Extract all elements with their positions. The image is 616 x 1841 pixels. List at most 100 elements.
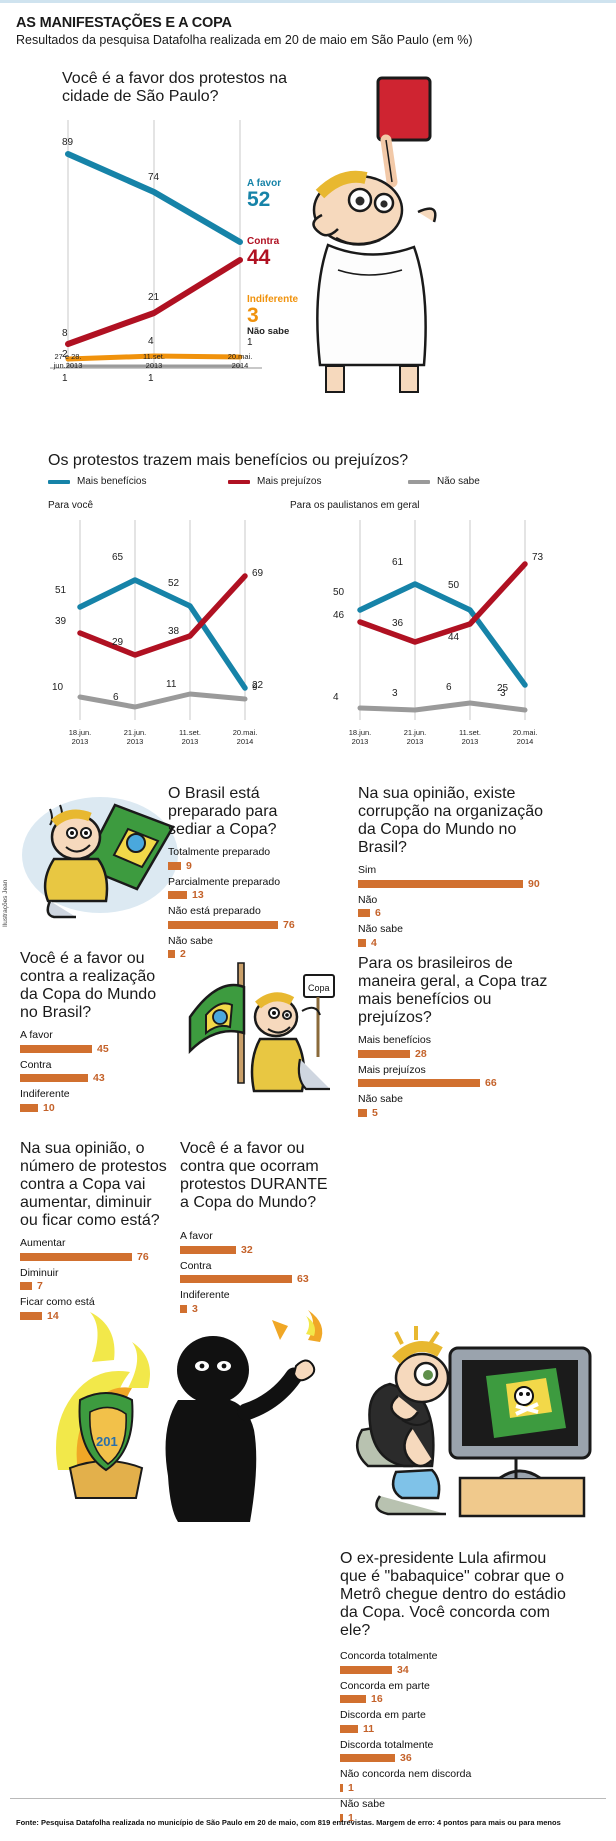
bar-item: Não sabe 1 xyxy=(340,1797,385,1824)
legend-item-prejuizos: Mais prejuízos xyxy=(228,476,321,487)
illustration-man-watching-tv xyxy=(355,1326,592,1518)
x-tick-l-1: 18.jun. 2013 xyxy=(68,728,92,747)
bar-item: Discorda totalmente 36 xyxy=(340,1738,434,1765)
bar-item: Contra 43 xyxy=(20,1058,105,1085)
bar-item: Ficar como está 14 xyxy=(20,1296,95,1322)
value-naosabe-1: 1 xyxy=(62,373,68,384)
panel-caption-right: Para os paulistanos em geral xyxy=(290,500,420,511)
x-tick-l-4: 20.mai. 2014 xyxy=(232,728,258,747)
illustration-masked-protester-trophy: 201 xyxy=(56,1310,323,1522)
page-subtitle: Resultados da pesquisa Datafolha realiza… xyxy=(16,33,473,47)
bar-title: O Brasil está preparado para sediar a Co… xyxy=(168,785,278,838)
bar-item: Não concorda nem discorda 1 xyxy=(340,1768,472,1794)
l-n-2: 6 xyxy=(113,692,119,703)
svg-text:201: 201 xyxy=(96,1434,118,1449)
line-plot-paulistanos xyxy=(357,520,528,720)
l-p-1: 39 xyxy=(55,616,67,627)
chart-title: Você é a favor dos protestos na cidade d… xyxy=(62,70,288,105)
bar-title: Na sua opinião, existe corrupção na orga… xyxy=(358,785,544,856)
end-label-naosabe: Não sabe 1 xyxy=(247,326,289,348)
l-b-3: 52 xyxy=(168,578,180,589)
bar-block-brasil-preparado: O Brasil está preparado para sediar a Co… xyxy=(168,785,320,964)
bar-item: Indiferente 3 xyxy=(180,1289,230,1315)
r-n-2: 3 xyxy=(392,688,398,699)
illustration-credit: Ilustrações Jean xyxy=(2,879,9,927)
bar-title: Você é a favor ou contra que ocorram pro… xyxy=(180,1140,328,1211)
value-contra-2: 21 xyxy=(148,292,160,303)
x-tick-l-3: 11.set. 2013 xyxy=(179,728,201,747)
illustration-angry-man-flag xyxy=(22,797,178,919)
series-value-indiferente: 3 xyxy=(247,304,259,327)
bar-item: Indiferente 10 xyxy=(20,1088,70,1114)
series-name-contra: Contra xyxy=(247,236,280,247)
top-rule xyxy=(0,0,616,3)
bar-item: Mais prejuízos 66 xyxy=(358,1063,497,1090)
value-naosabe-2: 1 xyxy=(148,373,154,384)
series-name-afavor: A favor xyxy=(247,178,282,189)
r-n-1: 4 xyxy=(333,692,339,703)
bar-item: Não 6 xyxy=(358,893,381,920)
r-p-3: 44 xyxy=(448,632,460,643)
line-plot-para-voce xyxy=(77,520,248,720)
series-value-contra: 44 xyxy=(247,246,271,269)
source-note: Fonte: Pesquisa Datafolha realizada no m… xyxy=(16,1818,561,1828)
bar-item: Diminuir 7 xyxy=(20,1266,59,1293)
section2-title: Os protestos trazem mais benefícios ou p… xyxy=(48,452,409,469)
bar-item: Aumentar 76 xyxy=(20,1237,149,1263)
l-p-3: 38 xyxy=(168,626,180,637)
illustration-red-card-man xyxy=(312,76,437,393)
value-indiferente-2: 4 xyxy=(148,336,154,347)
x-tick-r-4: 20.mai. 2014 xyxy=(512,728,538,747)
r-b-4: 25 xyxy=(497,683,509,694)
bar-item: Concorda em parte 16 xyxy=(340,1679,430,1706)
value-afavor-1: 89 xyxy=(62,137,74,148)
bottom-rule xyxy=(10,1798,606,1799)
r-p-2: 36 xyxy=(392,618,404,629)
r-b-3: 50 xyxy=(448,580,460,591)
l-b-2: 65 xyxy=(112,552,124,563)
x-tick-r-3: 11.set. 2013 xyxy=(459,728,481,747)
bar-item: Concorda totalmente 34 xyxy=(340,1650,438,1676)
r-p-4: 73 xyxy=(532,552,544,563)
r-b-1: 50 xyxy=(333,587,345,598)
chart-protestos-sp: Você é a favor dos protestos na cidade d… xyxy=(0,60,616,420)
bar-item: A favor 45 xyxy=(20,1029,109,1055)
l-b-4: 22 xyxy=(252,680,264,691)
l-n-1: 10 xyxy=(52,682,64,693)
value-indiferente-1: 2 xyxy=(62,349,68,360)
x-tick-r-2: 21.jun. 2013 xyxy=(403,728,427,747)
l-p-4: 69 xyxy=(252,568,264,579)
chart-beneficios-prejuizos: Os protestos trazem mais benefícios ou p… xyxy=(0,430,616,870)
legend-label-naosabe: Não sabe xyxy=(437,476,480,487)
legend-item-beneficios: Mais benefícios xyxy=(48,476,146,487)
series-name-indiferente: Indiferente xyxy=(247,294,299,305)
legend-label-beneficios: Mais benefícios xyxy=(77,476,147,487)
x-tick-3: 20.mai. 2014 xyxy=(227,352,253,371)
x-tick-l-2: 21.jun. 2013 xyxy=(123,728,147,747)
l-b-1: 51 xyxy=(55,585,67,596)
bar-item: Não sabe 4 xyxy=(358,923,403,949)
legend-label-prejuizos: Mais prejuízos xyxy=(257,476,322,487)
value-afavor-2: 74 xyxy=(148,172,160,183)
bar-title: O ex-presidente Lula afirmou que é "baba… xyxy=(340,1550,566,1639)
end-label-afavor: A favor 52 xyxy=(247,178,281,211)
bar-item: Mais benefícios 28 xyxy=(358,1034,431,1060)
r-p-1: 46 xyxy=(333,610,345,621)
line-plot-protestos-sp xyxy=(50,120,262,369)
bar-block-numero-protestos: Na sua opinião, o número de protestos co… xyxy=(20,1140,170,1326)
bar-block-lula: O ex-presidente Lula afirmou que é "baba… xyxy=(340,1550,570,1828)
l-n-4: 9 xyxy=(252,682,258,693)
l-n-3: 11 xyxy=(166,679,177,690)
bar-item: Discorda em parte 11 xyxy=(340,1709,426,1735)
bar-item: A favor 32 xyxy=(180,1230,253,1256)
panel-caption-left: Para você xyxy=(48,500,94,511)
bar-block-copa-beneficios: Para os brasileiros de maneira geral, a … xyxy=(358,955,558,1123)
svg-text:Copa: Copa xyxy=(308,983,330,993)
legend-item-naosabe: Não sabe xyxy=(408,476,480,487)
r-n-4: 3 xyxy=(500,688,506,699)
bar-title: Na sua opinião, o número de protestos co… xyxy=(20,1140,167,1229)
value-contra-1: 8 xyxy=(62,328,68,339)
bar-item: Totalmente preparado 9 xyxy=(168,846,271,872)
illustration-protester-flag: Copa xyxy=(188,962,335,1093)
